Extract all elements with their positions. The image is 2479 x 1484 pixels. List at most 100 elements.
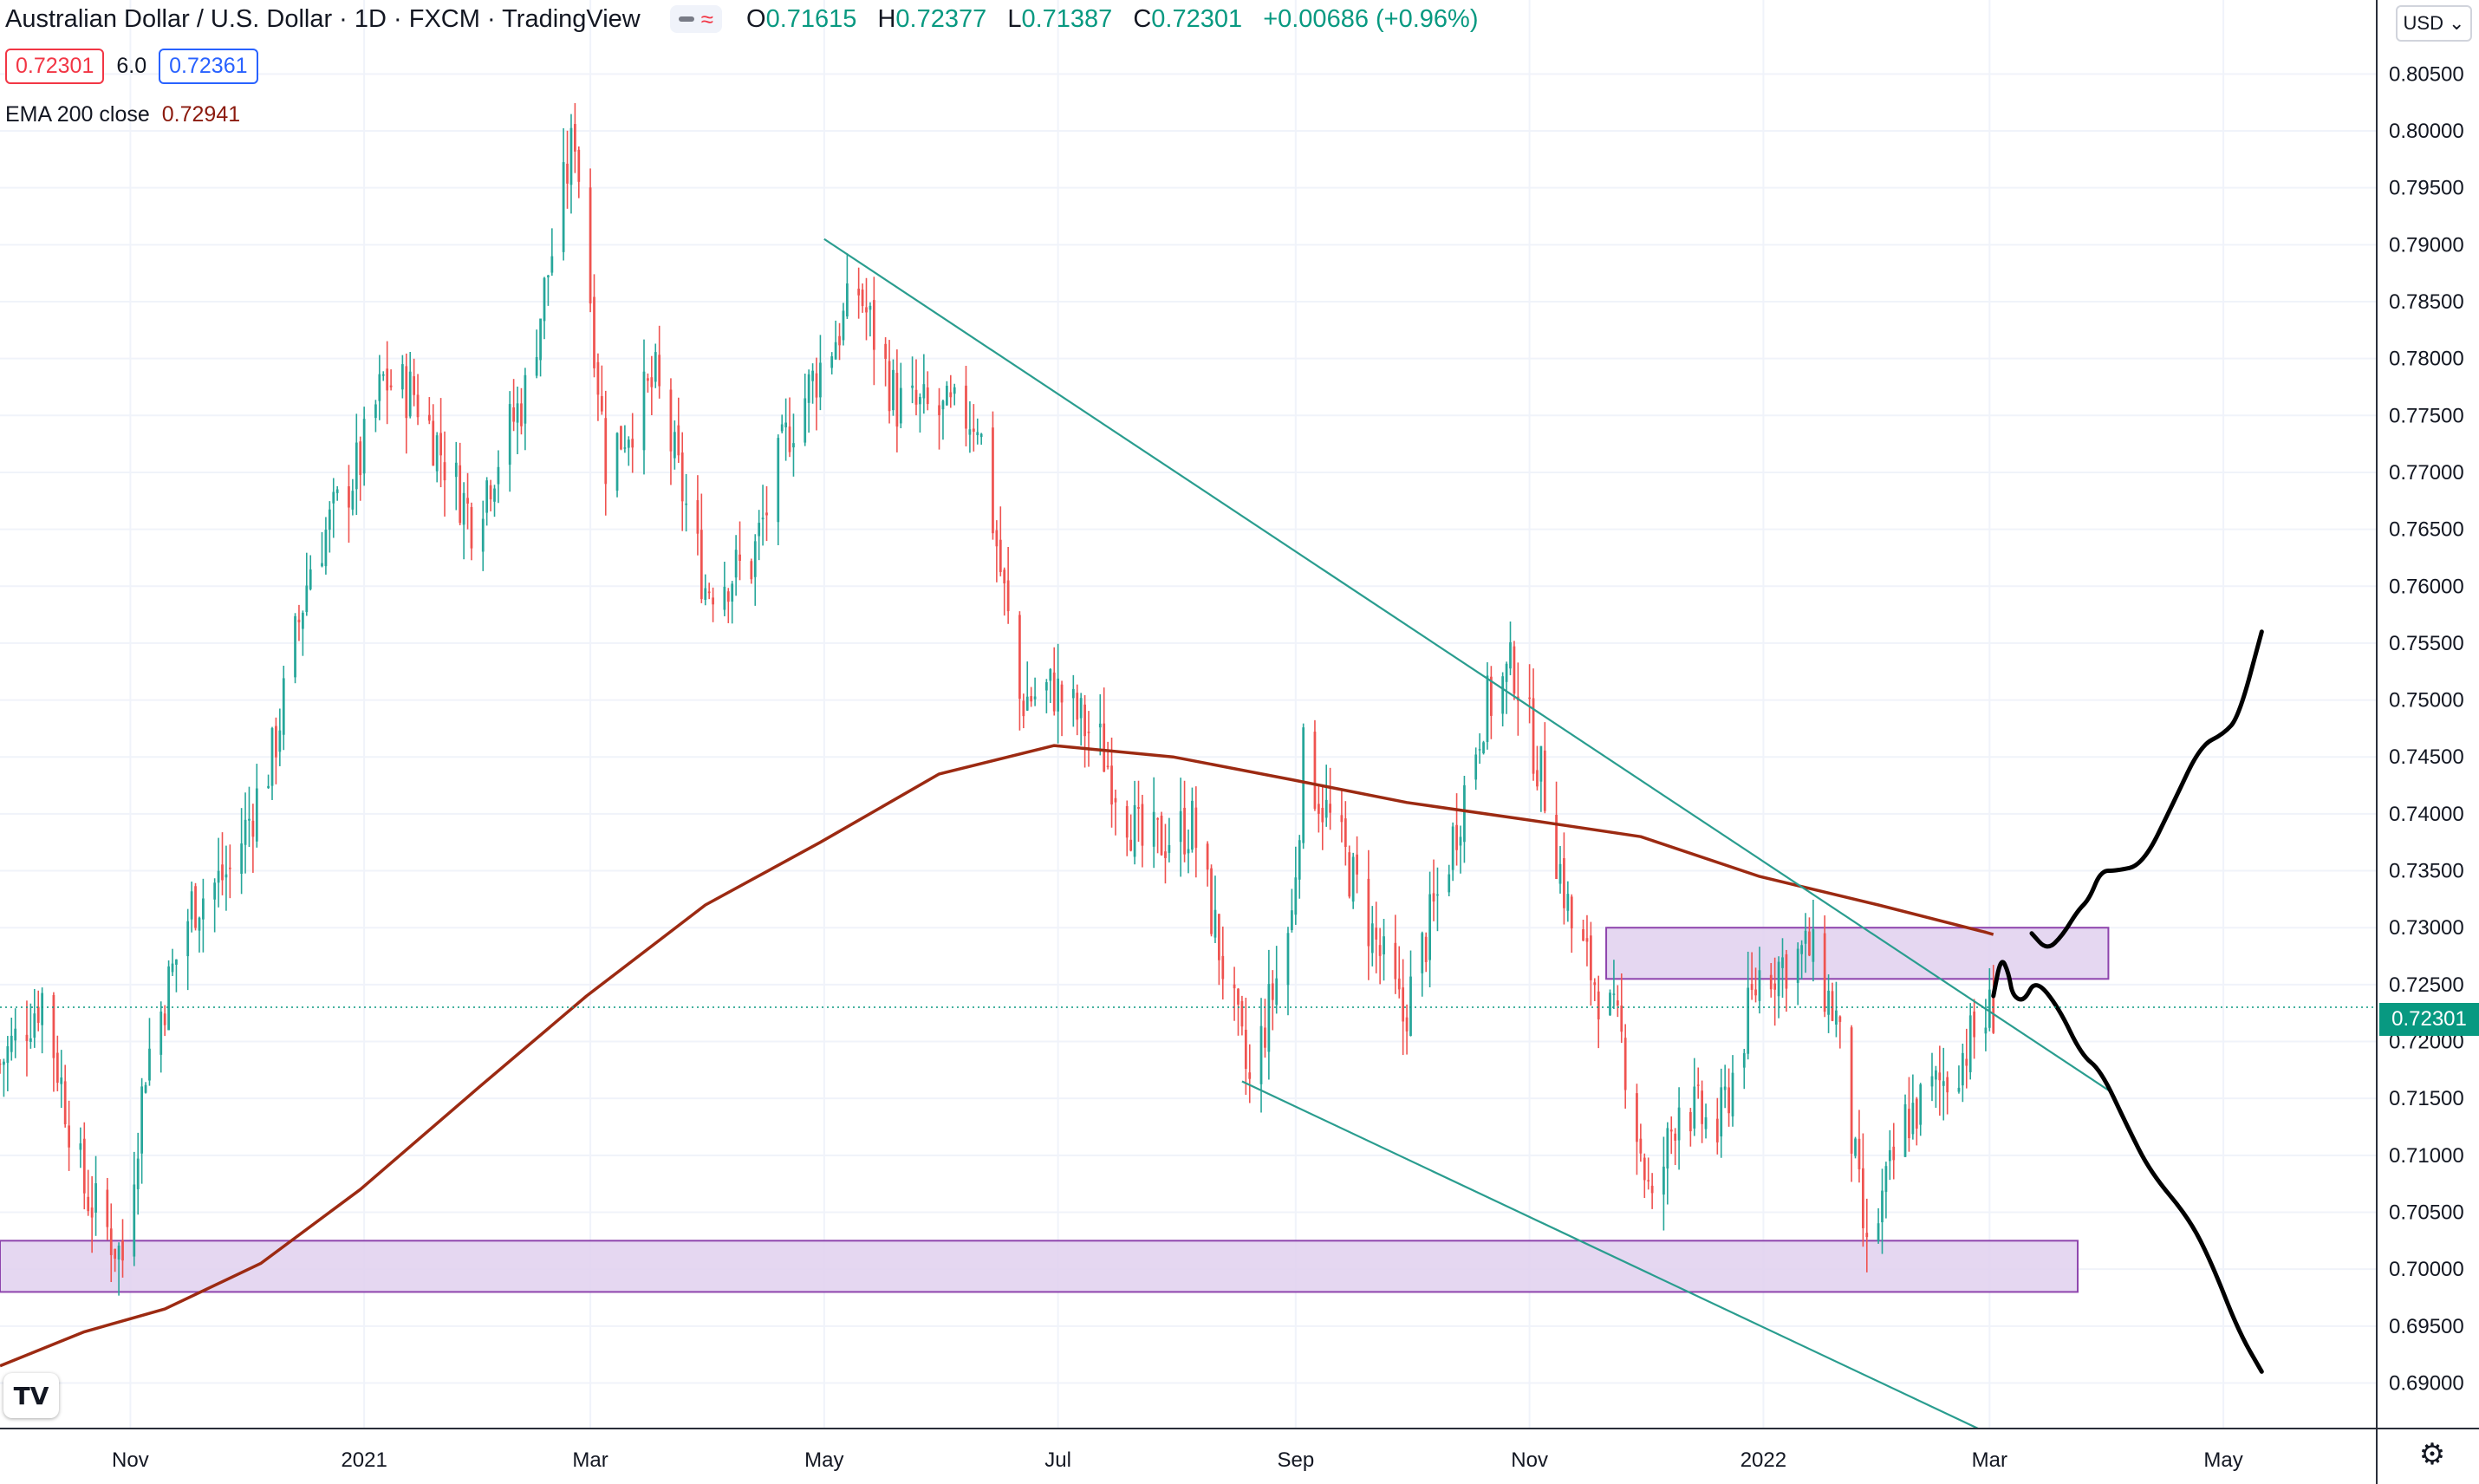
candle-body — [1183, 807, 1186, 855]
candle-body — [1302, 727, 1305, 843]
chevron-down-icon: ⌄ — [2449, 12, 2465, 34]
candle-body — [1988, 989, 1991, 1028]
candle-body — [1076, 693, 1079, 720]
candle-body — [439, 433, 442, 456]
candle-body — [577, 149, 581, 182]
candle-body — [251, 820, 255, 837]
candle-body — [1030, 696, 1033, 702]
candle-body — [830, 356, 834, 368]
buy-price-button[interactable]: 0.72361 — [159, 49, 258, 84]
candle-body — [1892, 1146, 1896, 1161]
ohlc-low: L0.71387 — [1007, 4, 1113, 33]
candle-body — [941, 400, 945, 410]
candle-body — [408, 371, 412, 417]
candle-body — [1881, 1190, 1884, 1223]
candle-body — [1639, 1138, 1643, 1154]
candle-body — [895, 373, 899, 427]
symbol-title[interactable]: Australian Dollar / U.S. Dollar · 1D · F… — [5, 4, 641, 33]
candle-body — [470, 506, 473, 549]
candle-body — [221, 864, 224, 881]
candle-body — [1106, 765, 1109, 768]
candle-body — [0, 1063, 2, 1065]
candle-body — [400, 364, 404, 390]
y-tick-label: 0.75000 — [2389, 689, 2464, 713]
candle-body — [1582, 929, 1584, 941]
candle-body — [1965, 1058, 1968, 1066]
candle-body — [386, 368, 389, 391]
candle-body — [1018, 615, 1021, 700]
x-tick-label: May — [804, 1448, 843, 1472]
candle-body — [1636, 1093, 1638, 1142]
gear-icon[interactable]: ⚙ — [2418, 1438, 2446, 1471]
candle-body — [1259, 1025, 1263, 1084]
series-visibility-toggle[interactable]: ≈ — [669, 5, 723, 33]
candle-body — [1612, 993, 1616, 995]
candle-body — [305, 585, 309, 613]
candle-body — [1474, 754, 1478, 780]
indicator-label: EMA 200 close — [5, 102, 150, 127]
candle-body — [25, 1034, 29, 1042]
currency-select[interactable]: USD ⌄ — [2396, 5, 2472, 42]
zone-rect-0 — [0, 1240, 2079, 1293]
candle-body — [1267, 984, 1271, 1052]
candle-body — [485, 480, 489, 513]
candle-body — [753, 541, 757, 577]
sell-price-button[interactable]: 0.72301 — [5, 49, 105, 84]
candle-body — [348, 485, 350, 508]
candle-body — [1647, 1180, 1650, 1181]
candle-body — [454, 462, 458, 478]
candle-body — [1773, 983, 1777, 990]
candle-body — [1428, 894, 1431, 960]
candle-body — [1049, 669, 1052, 681]
candle-body — [1168, 844, 1171, 853]
indicator-legend[interactable]: EMA 200 close 0.72941 — [5, 102, 240, 127]
candle-body — [1693, 1086, 1696, 1129]
candle-body — [524, 374, 527, 424]
candle-body — [1025, 696, 1029, 711]
candle-body — [1340, 815, 1344, 823]
candle-body — [1758, 970, 1761, 1001]
minus-icon — [678, 16, 694, 22]
candle-body — [1558, 863, 1562, 884]
candle-body — [106, 1189, 109, 1227]
candle-body — [1942, 1081, 1945, 1086]
candle-body — [1888, 1149, 1891, 1162]
candle-body — [620, 426, 622, 450]
candle-body — [1191, 800, 1194, 850]
candle-body — [1800, 945, 1803, 954]
candle-body — [109, 1228, 113, 1255]
candle-body — [374, 404, 377, 419]
legend-header: Australian Dollar / U.S. Dollar · 1D · F… — [5, 2, 1493, 36]
candle-body — [677, 425, 680, 456]
candle-body — [1383, 936, 1385, 955]
candle-body — [1221, 955, 1225, 980]
candle-body — [1482, 742, 1485, 753]
candle-body — [535, 356, 538, 376]
candle-body — [1125, 805, 1129, 838]
candle-body — [815, 373, 818, 398]
y-tick-label: 0.70500 — [2389, 1201, 2464, 1225]
candle-body — [1984, 1027, 1988, 1034]
candle-body — [1566, 894, 1570, 911]
quote-row: 0.72301 6.0 0.72361 — [5, 49, 258, 84]
candle-body — [1827, 990, 1830, 1015]
candle-body — [1071, 688, 1075, 699]
tradingview-logo[interactable]: TV — [3, 1373, 59, 1418]
candle-body — [589, 187, 592, 304]
candle-body — [148, 1048, 151, 1081]
candle-body — [792, 443, 795, 448]
candle-body — [1862, 1168, 1864, 1228]
candle-body — [1103, 723, 1106, 772]
x-tick-label: May — [2203, 1448, 2242, 1472]
candle-body — [1742, 1052, 1746, 1068]
candle-body — [704, 588, 707, 601]
candle-body — [726, 591, 730, 602]
candle-body — [838, 335, 841, 346]
candle-body — [1164, 851, 1167, 858]
candle-body — [1206, 843, 1209, 870]
candle-body — [968, 429, 972, 435]
candle-body — [1060, 684, 1064, 703]
candle-body — [600, 395, 603, 412]
ohlc-close: C0.72301 — [1133, 4, 1243, 33]
